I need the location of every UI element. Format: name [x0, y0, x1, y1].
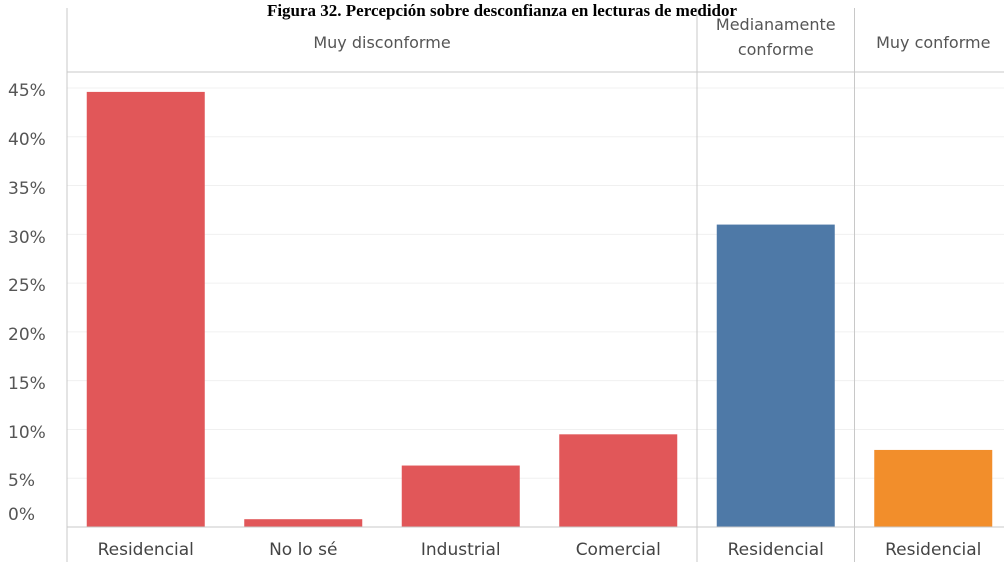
y-tick-label: 25%	[8, 276, 46, 296]
bar[interactable]	[559, 434, 678, 527]
bar[interactable]	[244, 519, 363, 527]
y-tick-label: 0%	[8, 505, 35, 525]
group-header-label: Muy disconforme	[313, 33, 450, 52]
x-category-label: Residencial	[728, 540, 824, 560]
bar[interactable]	[86, 91, 205, 527]
bar[interactable]	[716, 224, 835, 528]
chart-title: Figura 32. Percepción sobre desconfianza…	[267, 1, 738, 20]
y-tick-label: 40%	[8, 130, 46, 150]
group-header-label: conforme	[738, 40, 814, 59]
bar[interactable]	[874, 449, 993, 527]
group-header-label: Muy conforme	[876, 33, 990, 52]
y-tick-label: 30%	[8, 228, 46, 248]
x-category-label: Residencial	[98, 540, 194, 560]
x-category-label: Industrial	[421, 540, 501, 560]
y-tick-label: 45%	[8, 81, 46, 101]
bar[interactable]	[401, 465, 520, 527]
y-tick-label: 15%	[8, 374, 46, 394]
x-category-label: Comercial	[576, 540, 661, 560]
x-category-label: No lo sé	[269, 540, 337, 560]
y-tick-label: 5%	[8, 471, 35, 491]
x-category-label: Residencial	[885, 540, 981, 560]
group-header-label: Medianamente	[716, 15, 836, 34]
y-tick-label: 20%	[8, 325, 46, 345]
y-tick-label: 10%	[8, 423, 46, 443]
y-tick-label: 35%	[8, 179, 46, 199]
